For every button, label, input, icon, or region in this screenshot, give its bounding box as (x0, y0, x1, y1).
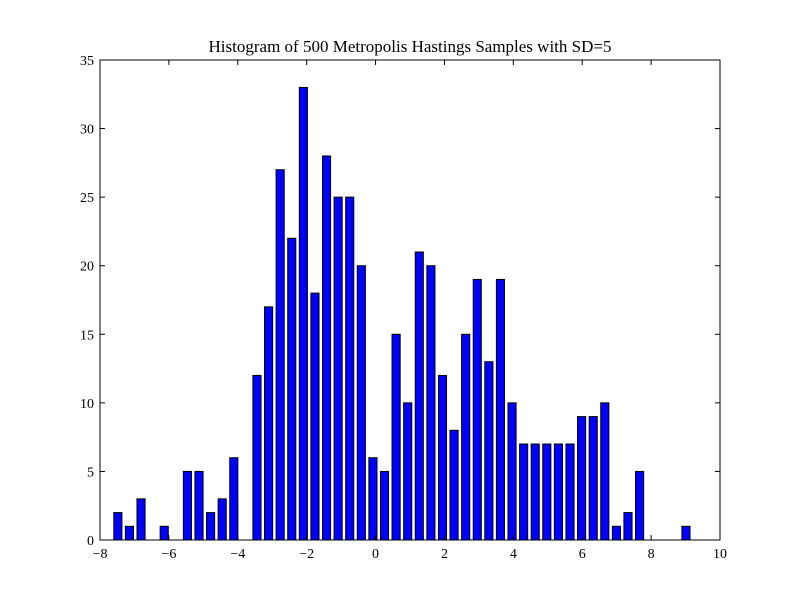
bar (681, 525, 691, 541)
bar (565, 443, 575, 541)
y-tick-label: 25 (80, 191, 94, 206)
bar (519, 443, 529, 541)
bar (611, 525, 621, 541)
y-tick-label: 15 (80, 328, 94, 343)
bar (588, 416, 598, 541)
bar (287, 237, 297, 541)
bar (461, 333, 471, 541)
bar (472, 278, 482, 541)
bar (623, 512, 633, 541)
y-tick-label: 10 (80, 397, 94, 412)
bar (530, 443, 540, 541)
bar (437, 374, 448, 541)
bar (217, 498, 227, 541)
y-tick-label: 30 (80, 123, 94, 138)
bar (507, 402, 517, 541)
x-tick-label: 2 (441, 547, 448, 562)
bar (635, 470, 645, 541)
bar (484, 361, 494, 541)
bar (206, 512, 216, 541)
bar (124, 525, 135, 541)
x-tick-label: −8 (93, 547, 108, 562)
x-tick-label: 8 (648, 547, 655, 562)
bar (577, 416, 587, 541)
bar (553, 443, 563, 541)
x-tick-label: 0 (372, 547, 379, 562)
bar (426, 265, 436, 541)
chart-title: Histogram of 500 Metropolis Hastings Sam… (209, 37, 612, 56)
bar (252, 374, 262, 541)
bar (310, 292, 320, 541)
bar (182, 470, 192, 541)
x-tick-label: 6 (579, 547, 586, 562)
bar (379, 470, 390, 541)
y-tick-label: 35 (80, 54, 94, 69)
bar (345, 196, 355, 541)
x-tick-label: −2 (299, 547, 314, 562)
bar (403, 402, 413, 541)
bar (113, 512, 123, 541)
bar (333, 196, 343, 541)
y-tick-label: 20 (80, 260, 94, 275)
x-tick-label: −4 (230, 547, 245, 562)
x-tick-label: 10 (713, 547, 727, 562)
bar (159, 525, 169, 541)
bar (136, 498, 146, 541)
plot-frame (99, 59, 721, 541)
y-tick-label: 5 (87, 465, 94, 480)
bar (495, 278, 506, 541)
bar (321, 155, 332, 541)
x-tick-label: −6 (161, 547, 176, 562)
bar (414, 251, 424, 541)
bar (368, 457, 378, 541)
x-tick-label: 4 (510, 547, 517, 562)
bar (356, 265, 366, 541)
bar (449, 429, 459, 541)
bar (542, 443, 552, 541)
bar (298, 86, 308, 541)
y-tick-label: 0 (87, 534, 94, 549)
bar (275, 169, 285, 541)
bar (264, 306, 274, 541)
bar (600, 402, 610, 541)
bar (391, 333, 401, 541)
bar (229, 457, 239, 541)
bar (194, 470, 204, 541)
